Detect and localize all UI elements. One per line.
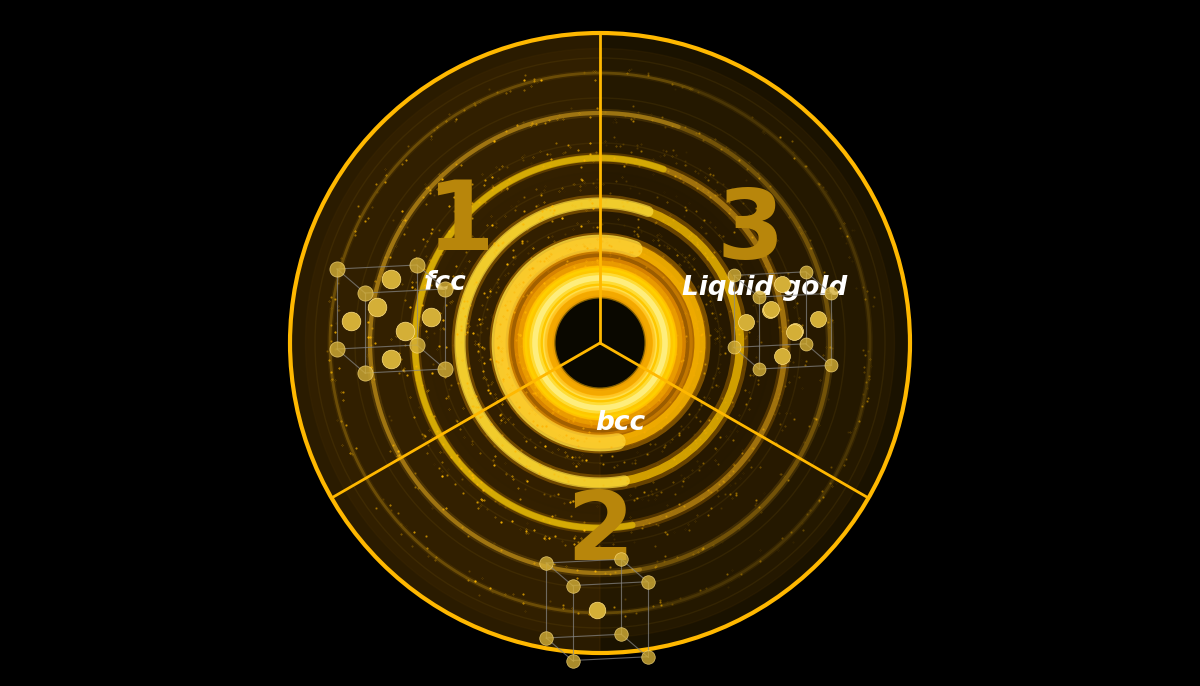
Point [436,283,455,294]
Circle shape [306,49,894,637]
Circle shape [554,298,646,388]
Point [612,629,631,640]
Point [786,326,805,337]
Point [563,655,582,666]
Point [638,576,658,587]
Point [797,266,816,277]
Point [382,353,401,364]
Text: 1: 1 [426,176,494,270]
Point [342,316,361,327]
Point [809,313,828,324]
Point [367,302,386,313]
Point [382,274,401,285]
Point [396,326,415,337]
Circle shape [290,33,910,653]
Text: 2: 2 [566,486,634,580]
Text: bcc: bcc [595,410,646,436]
Point [328,263,347,274]
Point [408,340,427,351]
Point [749,292,769,303]
Circle shape [430,172,770,514]
Point [536,632,556,643]
Circle shape [553,296,647,390]
Point [737,317,756,328]
Point [328,344,347,355]
Point [725,270,744,281]
Point [773,279,792,290]
Text: 3: 3 [716,187,784,279]
Point [536,558,556,569]
Text: Liquid gold: Liquid gold [683,275,847,301]
Point [761,304,780,315]
Polygon shape [290,33,600,653]
Point [563,580,582,591]
Point [355,368,374,379]
Circle shape [492,235,708,451]
Point [408,259,427,270]
Point [612,554,631,565]
Point [821,360,840,371]
Circle shape [367,110,833,576]
Point [587,604,606,615]
Point [355,287,374,298]
Point [761,303,780,314]
Text: fcc: fcc [424,270,467,296]
Point [436,364,455,375]
Point [638,651,658,662]
Point [749,364,769,375]
Point [421,311,440,322]
Point [797,338,816,349]
Point [821,288,840,299]
Point [785,327,804,338]
Point [725,342,744,353]
Point [773,351,792,362]
